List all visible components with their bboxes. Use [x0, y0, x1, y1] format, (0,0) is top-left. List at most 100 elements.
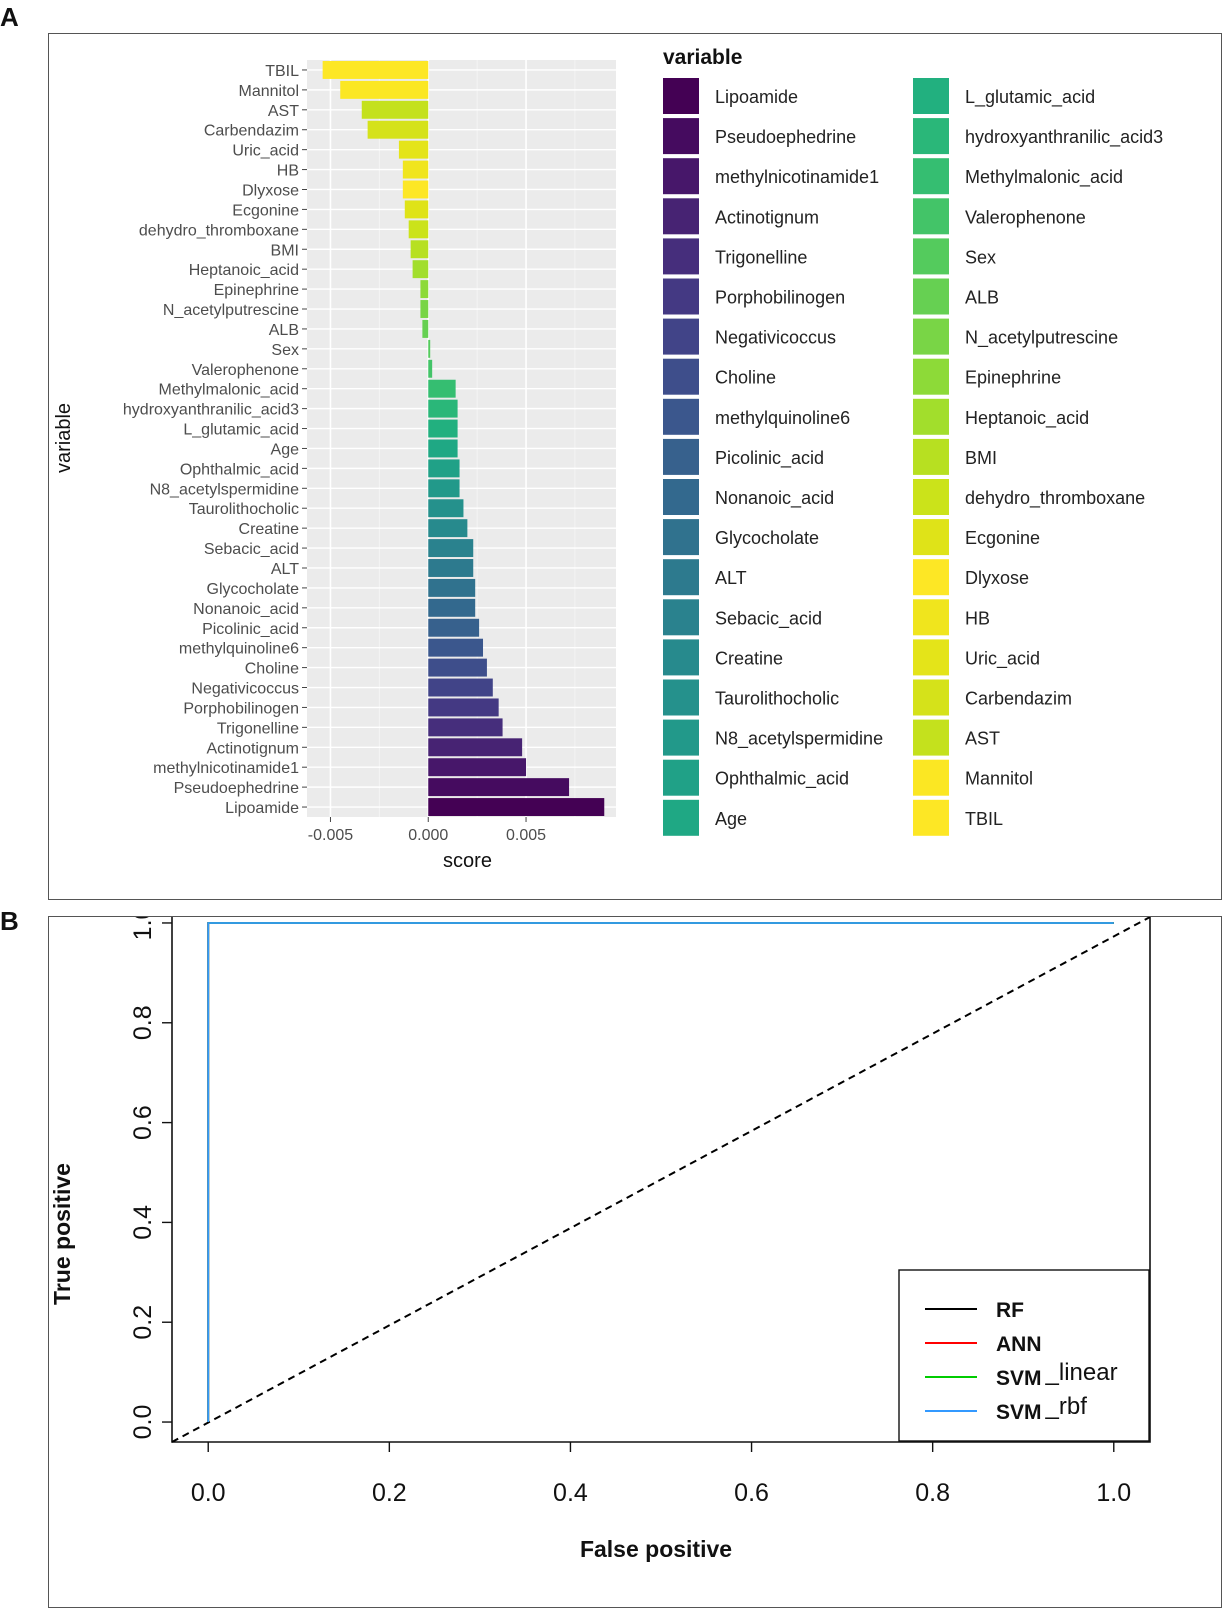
bar: [412, 260, 429, 279]
legend-key: [913, 559, 949, 596]
legend-label: Sex: [965, 247, 996, 267]
legend-label: BMI: [965, 448, 997, 468]
legend-key: [663, 78, 699, 114]
bar: [428, 479, 460, 498]
category-label: Heptanoic_acid: [189, 262, 299, 279]
legend-label: Nonanoic_acid: [715, 488, 834, 509]
bar: [408, 220, 429, 239]
legend-key: [913, 719, 949, 756]
legend-label: HB: [965, 608, 990, 628]
category-label: Methylmalonic_acid: [158, 382, 299, 399]
bar: [428, 678, 493, 697]
legend-key: [663, 639, 699, 676]
x-tick-label: 1.0: [1096, 1479, 1131, 1507]
legend-label: ANN: [996, 1333, 1042, 1356]
category-label: Nonanoic_acid: [193, 601, 299, 618]
bar: [402, 180, 429, 199]
legend-label: Creatine: [715, 648, 783, 668]
legend-box: [898, 1269, 1150, 1442]
category-label: HB: [277, 163, 299, 180]
legend-key: [913, 759, 949, 796]
bar: [428, 778, 570, 797]
legend-label-main: RF: [996, 1299, 1024, 1322]
plot-box: [171, 917, 1151, 1443]
legend-key: [663, 799, 699, 836]
x-tick-label: 0.0: [191, 1479, 226, 1507]
legend-key: [663, 238, 699, 275]
category-label: Trigonelline: [217, 720, 299, 737]
y-tick-label: 0.6: [129, 1105, 157, 1140]
legend-label: Picolinic_acid: [715, 448, 824, 469]
legend-label: Age: [715, 809, 747, 829]
bar: [340, 80, 429, 99]
bar: [428, 439, 458, 458]
legend-label: AST: [965, 729, 1000, 749]
legend-key: [663, 398, 699, 435]
legend-key: [663, 438, 699, 475]
bar: [420, 280, 429, 299]
bar: [428, 798, 605, 817]
category-label: methylnicotinamide1: [153, 760, 299, 777]
category-label: Porphobilinogen: [183, 700, 299, 717]
category-label: hydroxyanthranilic_acid3: [123, 402, 299, 419]
y-axis-title: variable: [53, 403, 75, 473]
legend-key: [913, 118, 949, 155]
legend-key: [913, 679, 949, 716]
legend-key: [663, 599, 699, 636]
bar: [428, 419, 458, 438]
bar: [402, 160, 429, 179]
category-label: Sex: [271, 342, 299, 359]
category-label: Choline: [245, 661, 299, 678]
bar: [428, 499, 464, 518]
category-label: ALB: [269, 322, 299, 339]
bar: [410, 240, 429, 259]
legend-key: [913, 519, 949, 556]
category-label: dehydro_thromboxane: [139, 222, 299, 239]
category-label: N8_acetylspermidine: [150, 481, 300, 498]
category-label: Pseudoephedrine: [174, 780, 300, 797]
y-tick-label: 0.4: [129, 1205, 157, 1240]
legend-label: Dlyxose: [965, 568, 1029, 588]
legend-label-suffix: _linear: [1045, 1359, 1118, 1386]
x-tick-label: 0.2: [372, 1479, 407, 1507]
legend-label: Methylmalonic_acid: [965, 167, 1123, 188]
category-label: AST: [268, 103, 299, 120]
legend-key: [663, 519, 699, 556]
bar: [428, 399, 458, 418]
bar: [428, 379, 456, 398]
category-label: methylquinoline6: [179, 641, 299, 658]
y-tick-label: 0.8: [129, 1005, 157, 1040]
legend-label: N_acetylputrescine: [965, 328, 1118, 349]
category-label: ALT: [271, 561, 299, 578]
panel-b-label: B: [0, 906, 19, 936]
legend-label: methylnicotinamide1: [715, 167, 879, 187]
bar: [398, 140, 429, 159]
category-label: Dlyxose: [242, 182, 299, 199]
legend-key: [663, 318, 699, 355]
bar: [428, 658, 487, 677]
legend-label: TBIL: [965, 809, 1003, 829]
panel-a-bar-chart: TBIL Mannitol AST Carbendazim Uric_acid HB Dly…: [48, 33, 1222, 900]
legend-key: [913, 438, 949, 475]
legend-label-main: SVM: [996, 1401, 1042, 1424]
legend-label: methylquinoline6: [715, 408, 850, 428]
category-label: Actinotignum: [207, 740, 300, 757]
x-axis-title: False positive: [580, 1536, 732, 1562]
legend-key: [663, 118, 699, 155]
bar: [428, 598, 476, 617]
legend-label-suffix: _rbf: [1045, 1393, 1088, 1420]
x-tick-label: 0.005: [506, 827, 546, 844]
bar: [428, 738, 523, 757]
legend-label: Heptanoic_acid: [965, 408, 1089, 429]
bar: [428, 618, 480, 637]
roc-curve-chart: 0.0 0.2 0.4 0.6 0.8 1.0 0.0 0.2 0.4 0.6 0.8 1.0 Fals…: [49, 906, 1151, 1562]
legend-label: dehydro_thromboxane: [965, 488, 1145, 509]
legend-key: [663, 559, 699, 596]
category-label: Ecgonine: [232, 202, 299, 219]
x-tick-label: 0.4: [553, 1479, 588, 1507]
category-label: TBIL: [265, 63, 299, 80]
legend-key: [913, 158, 949, 195]
y-axis-title: True positive: [49, 1163, 75, 1305]
panel-a-label: A: [0, 2, 19, 32]
legend-label: Mannitol: [965, 769, 1033, 789]
